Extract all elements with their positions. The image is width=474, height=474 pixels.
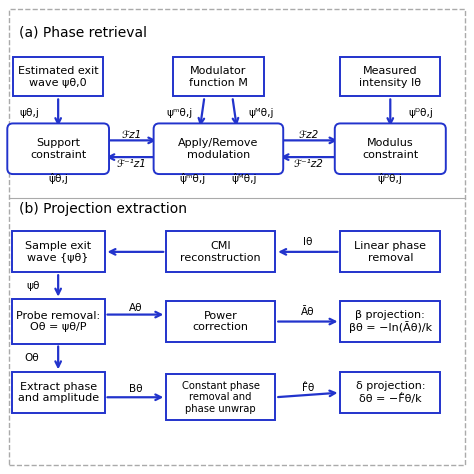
Text: ψᵐθ,j: ψᵐθ,j [167,108,193,118]
FancyBboxPatch shape [166,301,275,342]
Text: Āθ: Āθ [301,307,315,317]
FancyBboxPatch shape [340,57,440,97]
Text: δ projection:
δθ = −Ḟ̃θ/k: δ projection: δθ = −Ḟ̃θ/k [356,381,425,404]
FancyBboxPatch shape [173,57,264,97]
Text: ℱz2: ℱz2 [299,130,319,140]
Text: ψᴰθ,j: ψᴰθ,j [409,108,434,118]
FancyBboxPatch shape [12,231,105,272]
Text: ℱ⁻¹z1: ℱ⁻¹z1 [117,159,146,169]
Text: Estimated exit
wave ψθ,0: Estimated exit wave ψθ,0 [18,66,99,88]
FancyBboxPatch shape [335,123,446,174]
Text: Ḟ̃θ: Ḟ̃θ [301,383,314,393]
Text: Oθ: Oθ [25,353,40,363]
Text: ℱz1: ℱz1 [121,130,141,140]
Text: Iθ: Iθ [303,237,312,246]
FancyBboxPatch shape [13,57,103,97]
FancyBboxPatch shape [166,374,275,420]
Text: Bθ: Bθ [128,384,142,394]
Text: ψ̂θ,j: ψ̂θ,j [48,173,68,184]
Text: Aθ: Aθ [128,302,142,313]
Text: Measured
intensity Iθ: Measured intensity Iθ [359,66,421,88]
Text: Apply/Remove
modulation: Apply/Remove modulation [178,138,259,160]
Text: Sample exit
wave {ψθ}: Sample exit wave {ψθ} [25,241,91,263]
Text: Probe removal:
Oθ = ψθ/P: Probe removal: Oθ = ψθ/P [16,311,100,332]
FancyBboxPatch shape [12,300,105,344]
Text: Support
constraint: Support constraint [30,138,86,160]
FancyBboxPatch shape [340,231,440,272]
Text: ψθ,j: ψθ,j [20,108,40,118]
Text: ψθ: ψθ [26,281,40,291]
Text: β projection:
βθ = −ln(Āθ)/k: β projection: βθ = −ln(Āθ)/k [349,310,432,334]
FancyBboxPatch shape [340,301,440,342]
Text: Power
correction: Power correction [193,311,249,332]
FancyBboxPatch shape [154,123,283,174]
Text: ψ̂ᵐθ,j: ψ̂ᵐθ,j [180,173,206,184]
Text: ψ̂ᴹθ,j: ψ̂ᴹθ,j [231,173,257,184]
Text: Modulus
constraint: Modulus constraint [362,138,419,160]
FancyBboxPatch shape [7,123,109,174]
Text: CMI
reconstruction: CMI reconstruction [181,241,261,263]
Text: Modulator
function M: Modulator function M [189,66,248,88]
Text: Linear phase
removal: Linear phase removal [354,241,426,263]
Text: ℱ⁻¹z2: ℱ⁻¹z2 [294,159,324,169]
FancyBboxPatch shape [166,231,275,272]
Text: (b) Projection extraction: (b) Projection extraction [18,202,187,216]
FancyBboxPatch shape [12,372,105,413]
Text: ψᴹθ,j: ψᴹθ,j [248,108,274,118]
FancyBboxPatch shape [340,372,440,413]
Text: (a) Phase retrieval: (a) Phase retrieval [18,26,146,40]
Text: Extract phase
and amplitude: Extract phase and amplitude [18,382,99,403]
Text: Constant phase
removal and
phase unwrap: Constant phase removal and phase unwrap [182,381,260,414]
Text: ψ̂ᴰθ,j: ψ̂ᴰθ,j [378,173,403,184]
